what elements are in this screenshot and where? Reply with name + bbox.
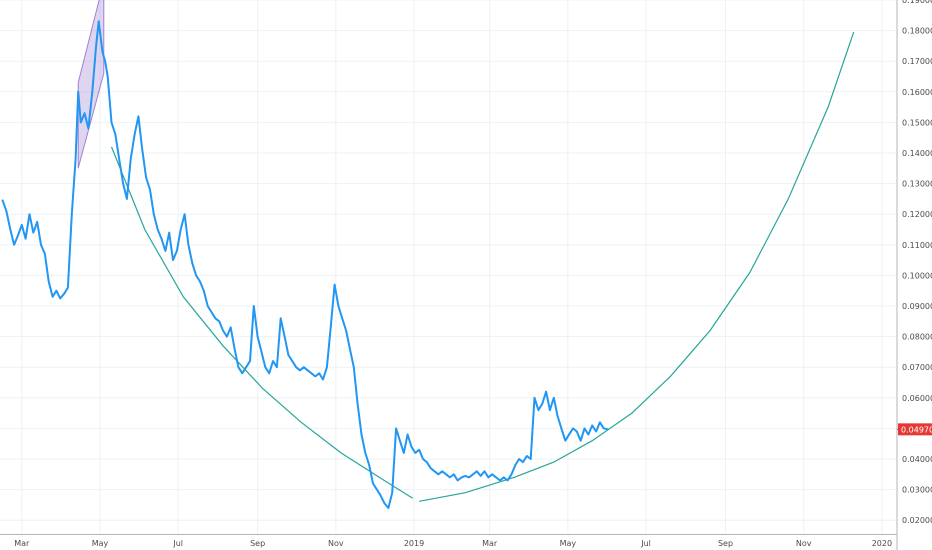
x-tick-label: Jul — [172, 539, 183, 548]
x-tick-label: May — [560, 539, 577, 548]
x-tick-label: 2019 — [404, 539, 424, 548]
y-tick-label: 0.13000 — [902, 180, 932, 189]
drawings — [77, 0, 855, 502]
y-tick-label: 0.16000 — [902, 88, 932, 97]
x-tick-label: Sep — [250, 539, 265, 548]
arc-drawing — [110, 146, 414, 499]
grid — [0, 0, 896, 534]
y-tick-label: 0.10000 — [902, 271, 932, 280]
current-price-badge — [898, 423, 932, 436]
x-tick-label: Sep — [718, 539, 733, 548]
y-tick-label: 0.08000 — [902, 333, 932, 342]
y-tick-label: 0.11000 — [902, 241, 932, 250]
y-tick-label: 0.19000 — [902, 0, 932, 5]
y-tick-label: 0.17000 — [902, 57, 932, 66]
y-tick-label: 0.02000 — [902, 516, 932, 525]
y-tick-label: 0.18000 — [902, 27, 932, 36]
y-tick-label: 0.14000 — [902, 149, 932, 158]
parabola-drawing — [419, 31, 855, 502]
x-tick-label: Jul — [640, 539, 651, 548]
y-tick-label: 0.03000 — [902, 486, 932, 495]
x-tick-label: Nov — [328, 539, 344, 548]
series-layer — [1, 20, 609, 509]
y-tick-label: 0.06000 — [902, 394, 932, 403]
price-series-line — [1, 20, 609, 509]
x-tick-label: May — [92, 539, 109, 548]
x-tick-label: Nov — [796, 539, 812, 548]
y-tick-label: 0.07000 — [902, 363, 932, 372]
y-tick-label: 0.09000 — [902, 302, 932, 311]
x-tick-label: 2020 — [872, 539, 892, 548]
y-tick-label: 0.04000 — [902, 455, 932, 464]
current-price-label: 0.04970 — [901, 425, 932, 434]
x-tick-label: Mar — [14, 539, 30, 548]
y-tick-label: 0.12000 — [902, 210, 932, 219]
y-tick-label: 0.15000 — [902, 118, 932, 127]
x-tick-label: Mar — [482, 539, 498, 548]
